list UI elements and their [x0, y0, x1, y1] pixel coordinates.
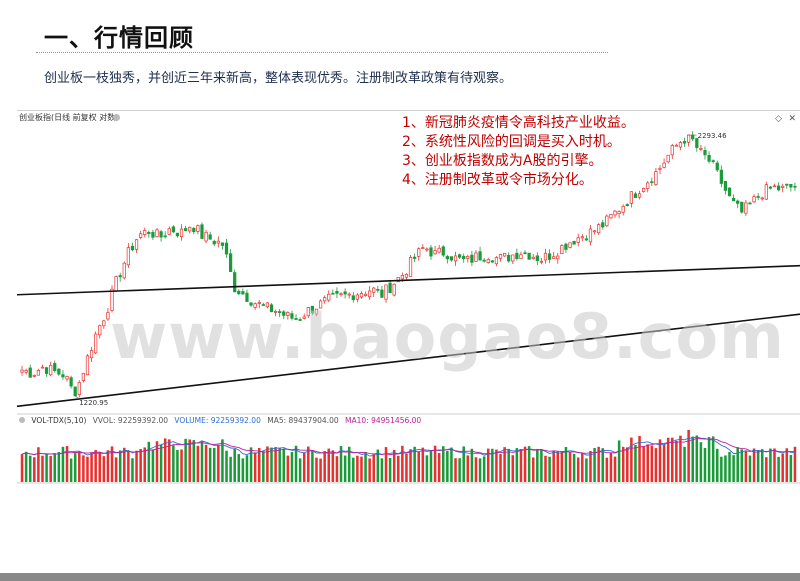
annotation-1: 1、新冠肺炎疫情令高科技产业收益。: [402, 115, 635, 131]
volume-vvol: VVOL: 92259392.00: [92, 416, 169, 425]
header-settings-icon[interactable]: [113, 114, 120, 121]
chart-header: 创业板指(日线 前复权 对数) ◇ ✕: [17, 111, 800, 125]
diamond-icon[interactable]: ◇: [775, 114, 782, 124]
volume-settings-icon[interactable]: [19, 417, 25, 423]
volume-ma5: MA5: 89437904.00: [267, 416, 339, 425]
close-icon[interactable]: ✕: [788, 114, 796, 124]
annotations: 1、新冠肺炎疫情令高科技产业收益。 2、系统性风险的回调是买入时机。 3、创业板…: [402, 114, 635, 190]
volume-indicator: VOL-TDX(5,10): [31, 416, 87, 425]
slide-title: 一、行情回顾: [44, 24, 194, 52]
volume-value: VOLUME: 92259392.00: [174, 416, 261, 425]
volume-header: VOL-TDX(5,10) VVOL: 92259392.00 VOLUME: …: [17, 415, 800, 427]
title-divider: [36, 52, 608, 53]
chart-frame: 创业板指(日线 前复权 对数) ◇ ✕: [17, 110, 800, 484]
slide-subtitle: 创业板一枝独秀，并创近三年来新高，整体表现优秀。注册制改革政策有待观察。: [44, 71, 513, 86]
annotation-2: 2、系统性风险的回调是买入时机。: [402, 134, 621, 150]
footer-bar: [0, 573, 800, 581]
watermark: www.baogao8.com: [110, 300, 785, 373]
volume-ma10: MA10: 94951456.00: [345, 416, 422, 425]
annotation-4: 4、注册制改革或令市场分化。: [402, 172, 593, 188]
chart-name: 创业板指(日线 前复权 对数): [19, 113, 119, 122]
annotation-3: 3、创业板指数成为A股的引擎。: [402, 153, 603, 169]
